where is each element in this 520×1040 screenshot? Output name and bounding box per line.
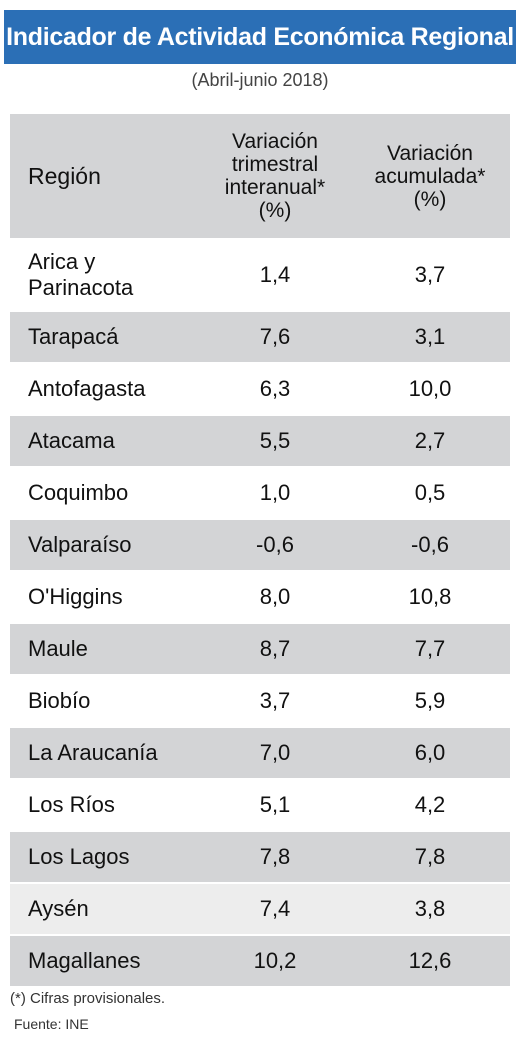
footnote: (*) Cifras provisionales. bbox=[10, 990, 166, 1007]
table-row: Antofagasta 6,3 10,0 bbox=[10, 364, 510, 414]
table-row: Biobío 3,7 5,9 bbox=[10, 676, 510, 726]
cell-acumulada: 12,6 bbox=[408, 948, 452, 973]
cell-trimestral: 7,0 bbox=[259, 740, 291, 765]
table-row: O'Higgins 8,0 10,8 bbox=[10, 572, 510, 622]
header-acumulada: Variación acumulada* (%) bbox=[355, 114, 505, 238]
cell-acumulada: -0,6 bbox=[411, 532, 449, 557]
cell-region: O'Higgins bbox=[28, 584, 123, 609]
cell-trimestral: 7,6 bbox=[259, 324, 291, 349]
table-header: Región Variación trimestral interanual* … bbox=[10, 114, 510, 238]
cell-region: Arica y Parinacota bbox=[28, 249, 134, 300]
data-table: Región Variación trimestral interanual* … bbox=[10, 114, 510, 986]
table-row: Aysén 7,4 3,8 bbox=[10, 884, 510, 934]
cell-region: Atacama bbox=[28, 428, 115, 453]
table-row: Arica y Parinacota 1,4 3,7 bbox=[10, 240, 510, 310]
cell-trimestral: 7,8 bbox=[259, 844, 291, 869]
title-bar: Indicador de Actividad Económica Regiona… bbox=[4, 10, 516, 64]
cell-trimestral: 3,7 bbox=[259, 688, 291, 713]
header-trimestral-line: Variación bbox=[232, 130, 318, 153]
cell-region: Coquimbo bbox=[28, 480, 129, 505]
header-trimestral-line: interanual* bbox=[224, 176, 326, 199]
table-body: Arica y Parinacota 1,4 3,7 Tarapacá 7,6 3,1 An… bbox=[10, 240, 510, 986]
cell-region: Tarapacá bbox=[28, 324, 119, 349]
table-row: La Araucanía 7,0 6,0 bbox=[10, 728, 510, 778]
table-row: Tarapacá 7,6 3,1 bbox=[10, 312, 510, 362]
table-row: Atacama 5,5 2,7 bbox=[10, 416, 510, 466]
cell-acumulada: 3,8 bbox=[414, 896, 446, 921]
cell-trimestral: 6,3 bbox=[259, 376, 291, 401]
table-row: Los Lagos 7,8 7,8 bbox=[10, 832, 510, 882]
cell-acumulada: 0,5 bbox=[414, 480, 446, 505]
source-note: Fuente: INE bbox=[14, 1016, 89, 1032]
cell-region: Magallanes bbox=[28, 948, 141, 973]
cell-trimestral: 7,4 bbox=[259, 896, 291, 921]
table-row: Los Ríos 5,1 4,2 bbox=[10, 780, 510, 830]
header-region: Región bbox=[28, 162, 101, 189]
table-row: Coquimbo 1,0 0,5 bbox=[10, 468, 510, 518]
cell-acumulada: 5,9 bbox=[414, 688, 446, 713]
cell-acumulada: 10,8 bbox=[408, 584, 452, 609]
chart-title: Indicador de Actividad Económica Regiona… bbox=[6, 22, 514, 51]
cell-trimestral: 8,0 bbox=[259, 584, 291, 609]
header-trimestral-line: trimestral bbox=[231, 153, 319, 176]
cell-region: Aysén bbox=[28, 896, 89, 921]
cell-trimestral: 5,1 bbox=[259, 792, 291, 817]
cell-region: Biobío bbox=[28, 688, 91, 713]
header-acumulada-line: (%) bbox=[413, 187, 447, 211]
header-trimestral-line: (%) bbox=[258, 199, 292, 222]
header-acumulada-line: acumulada* bbox=[374, 164, 486, 188]
cell-trimestral: 10,2 bbox=[253, 948, 297, 973]
cell-trimestral: 1,0 bbox=[259, 480, 291, 505]
cell-region: Maule bbox=[28, 636, 88, 661]
cell-trimestral: 1,4 bbox=[259, 262, 291, 287]
cell-acumulada: 6,0 bbox=[414, 740, 446, 765]
cell-region: Valparaíso bbox=[28, 532, 132, 557]
table-row: Valparaíso -0,6 -0,6 bbox=[10, 520, 510, 570]
cell-region: La Araucanía bbox=[28, 740, 158, 765]
cell-acumulada: 3,7 bbox=[414, 262, 446, 287]
cell-region: Los Lagos bbox=[28, 844, 130, 869]
cell-trimestral: 8,7 bbox=[259, 636, 291, 661]
cell-acumulada: 4,2 bbox=[414, 792, 446, 817]
cell-acumulada: 10,0 bbox=[408, 376, 452, 401]
chart-subtitle: (Abril-junio 2018) bbox=[191, 70, 329, 90]
table-row: Maule 8,7 7,7 bbox=[10, 624, 510, 674]
header-trimestral: Variación trimestral interanual* (%) bbox=[200, 114, 350, 238]
table-row: Magallanes 10,2 12,6 bbox=[10, 936, 510, 986]
cell-region: Los Ríos bbox=[28, 792, 115, 817]
cell-acumulada: 7,8 bbox=[414, 844, 446, 869]
cell-acumulada: 7,7 bbox=[414, 636, 446, 661]
cell-trimestral: -0,6 bbox=[256, 532, 294, 557]
cell-region: Antofagasta bbox=[28, 376, 146, 401]
header-acumulada-line: Variación bbox=[387, 141, 473, 165]
cell-acumulada: 2,7 bbox=[414, 428, 446, 453]
cell-trimestral: 5,5 bbox=[259, 428, 291, 453]
cell-acumulada: 3,1 bbox=[414, 324, 446, 349]
